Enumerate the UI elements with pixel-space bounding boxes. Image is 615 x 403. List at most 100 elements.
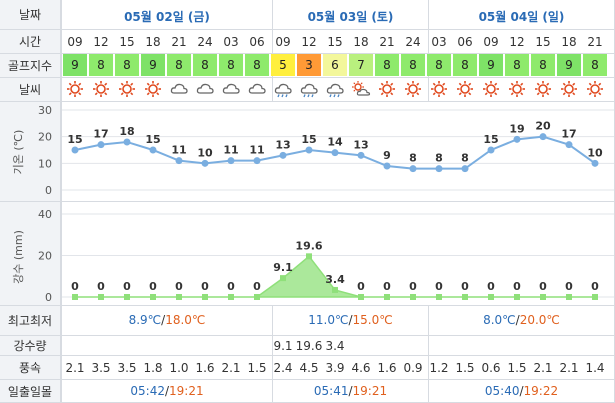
max-temp: 18.0℃ bbox=[165, 313, 206, 327]
wind-cell: 2.1 bbox=[559, 360, 579, 375]
temp-point bbox=[565, 141, 573, 149]
wind-cell: 0.6 bbox=[481, 360, 501, 375]
temp-data-label: 15 bbox=[145, 133, 160, 146]
golf-index-cell: 8 bbox=[193, 54, 217, 76]
precip-data-label: 3.4 bbox=[325, 273, 345, 286]
partly-cloudy-icon bbox=[348, 78, 374, 100]
sunset-time: 19:21 bbox=[169, 384, 204, 398]
precip-amount-cell: 19.6 bbox=[295, 338, 323, 353]
time-cell: 09 bbox=[275, 34, 291, 49]
precip-point bbox=[202, 294, 208, 300]
wind-cell: 4.6 bbox=[351, 360, 371, 375]
precip-point bbox=[72, 294, 78, 300]
time-cell: 21 bbox=[587, 34, 603, 49]
time-cell: 21 bbox=[171, 34, 187, 49]
temp-data-label: 15 bbox=[483, 133, 498, 146]
sunrise-time: 05:42 bbox=[130, 384, 165, 398]
golf-index-cell: 8 bbox=[115, 54, 139, 76]
golf-index-cell: 8 bbox=[219, 54, 243, 76]
precip-data-label: 0 bbox=[123, 280, 131, 293]
precip-data-label: 0 bbox=[149, 280, 157, 293]
temp-point bbox=[487, 146, 495, 154]
rain-icon bbox=[270, 78, 296, 100]
temp-point bbox=[227, 157, 235, 165]
precip-point bbox=[254, 294, 260, 300]
max-temp: 15.0℃ bbox=[352, 313, 393, 327]
precip-amount-cell bbox=[478, 336, 504, 355]
wind-cell: 3.5 bbox=[117, 360, 137, 375]
precip-amount-cell: 3.4 bbox=[325, 338, 345, 353]
sun-icon bbox=[400, 78, 426, 100]
golf-index-cell: 9 bbox=[557, 54, 581, 76]
wind-cell: 1.2 bbox=[429, 360, 449, 375]
precip-data-label: 0 bbox=[357, 280, 365, 293]
precip-amount-cell bbox=[556, 336, 582, 355]
sun-icon bbox=[504, 78, 530, 100]
row-label-date: 날짜 bbox=[0, 0, 61, 29]
temp-data-label: 13 bbox=[353, 138, 368, 151]
precip-point bbox=[280, 275, 286, 282]
row-label-wind: 풍속 bbox=[0, 356, 61, 379]
precip-point bbox=[358, 294, 364, 300]
golf-index-cell: 8 bbox=[401, 54, 425, 76]
precip-series-area bbox=[75, 255, 595, 298]
wind-cell: 1.4 bbox=[585, 360, 605, 375]
temp-point bbox=[461, 165, 469, 173]
temp-data-label: 9 bbox=[383, 149, 391, 162]
wind-cell: 2.4 bbox=[273, 360, 293, 375]
row-label-sunrise-sunset: 일출일몰 bbox=[0, 380, 61, 403]
temp-tick-label: 20 bbox=[38, 131, 52, 144]
temp-point bbox=[201, 159, 209, 167]
row-label-weather: 날씨 bbox=[0, 78, 61, 101]
temp-data-label: 17 bbox=[561, 128, 576, 141]
temp-tick-label: 30 bbox=[38, 104, 52, 117]
cloud-icon bbox=[218, 78, 244, 100]
sunset-time: 19:22 bbox=[523, 384, 559, 398]
precip-amount-cell bbox=[62, 336, 88, 355]
golf-index-cell: 8 bbox=[89, 54, 113, 76]
sun-icon bbox=[62, 78, 88, 100]
precip-data-label: 0 bbox=[71, 280, 79, 293]
sunset-time: 19:21 bbox=[352, 384, 388, 398]
temp-point bbox=[409, 165, 417, 173]
precip-point bbox=[436, 294, 442, 300]
wind-cell: 1.6 bbox=[195, 360, 215, 375]
wind-cell: 0.9 bbox=[403, 360, 423, 375]
temp-data-label: 11 bbox=[223, 144, 238, 157]
precip-point bbox=[566, 294, 572, 300]
min-temp: 8.9℃ bbox=[128, 313, 162, 327]
precip-data-label: 0 bbox=[175, 280, 183, 293]
temp-point bbox=[149, 146, 157, 154]
temp-data-label: 15 bbox=[301, 133, 316, 146]
precip-amount-cell bbox=[530, 336, 556, 355]
minmax-day-2: 11.0℃/15.0℃ bbox=[273, 313, 428, 327]
precip-tick-label: 0 bbox=[45, 291, 52, 304]
temp-point bbox=[175, 157, 183, 165]
golf-index-cell: 8 bbox=[245, 54, 269, 76]
golf-index-cell: 8 bbox=[427, 54, 451, 76]
precip-data-label: 0 bbox=[409, 280, 417, 293]
time-cell: 24 bbox=[405, 34, 421, 49]
precip-point bbox=[592, 294, 598, 300]
golf-index-cell: 9 bbox=[63, 54, 87, 76]
time-cell: 18 bbox=[353, 34, 369, 49]
rain-icon bbox=[296, 78, 322, 100]
temp-data-label: 10 bbox=[197, 146, 213, 159]
precip-amount-cell bbox=[192, 336, 218, 355]
precip-point bbox=[410, 294, 416, 300]
temp-data-label: 8 bbox=[409, 152, 417, 165]
precip-data-label: 0 bbox=[487, 280, 495, 293]
time-cell: 15 bbox=[327, 34, 343, 49]
precip-point bbox=[306, 253, 312, 260]
wind-cell: 1.8 bbox=[143, 360, 163, 375]
precip-amount-cell bbox=[504, 336, 530, 355]
temp-point bbox=[383, 162, 391, 170]
temp-point bbox=[97, 141, 105, 149]
sun-day-1: 05:42/19:21 bbox=[62, 384, 272, 398]
precip-tick-label: 40 bbox=[38, 208, 52, 221]
precip-amount-cell bbox=[400, 336, 426, 355]
time-cell: 03 bbox=[431, 34, 447, 49]
precip-amount-cell bbox=[348, 336, 374, 355]
temp-point bbox=[357, 151, 365, 159]
date-day-2: 05월 03일 (토) bbox=[307, 10, 394, 24]
